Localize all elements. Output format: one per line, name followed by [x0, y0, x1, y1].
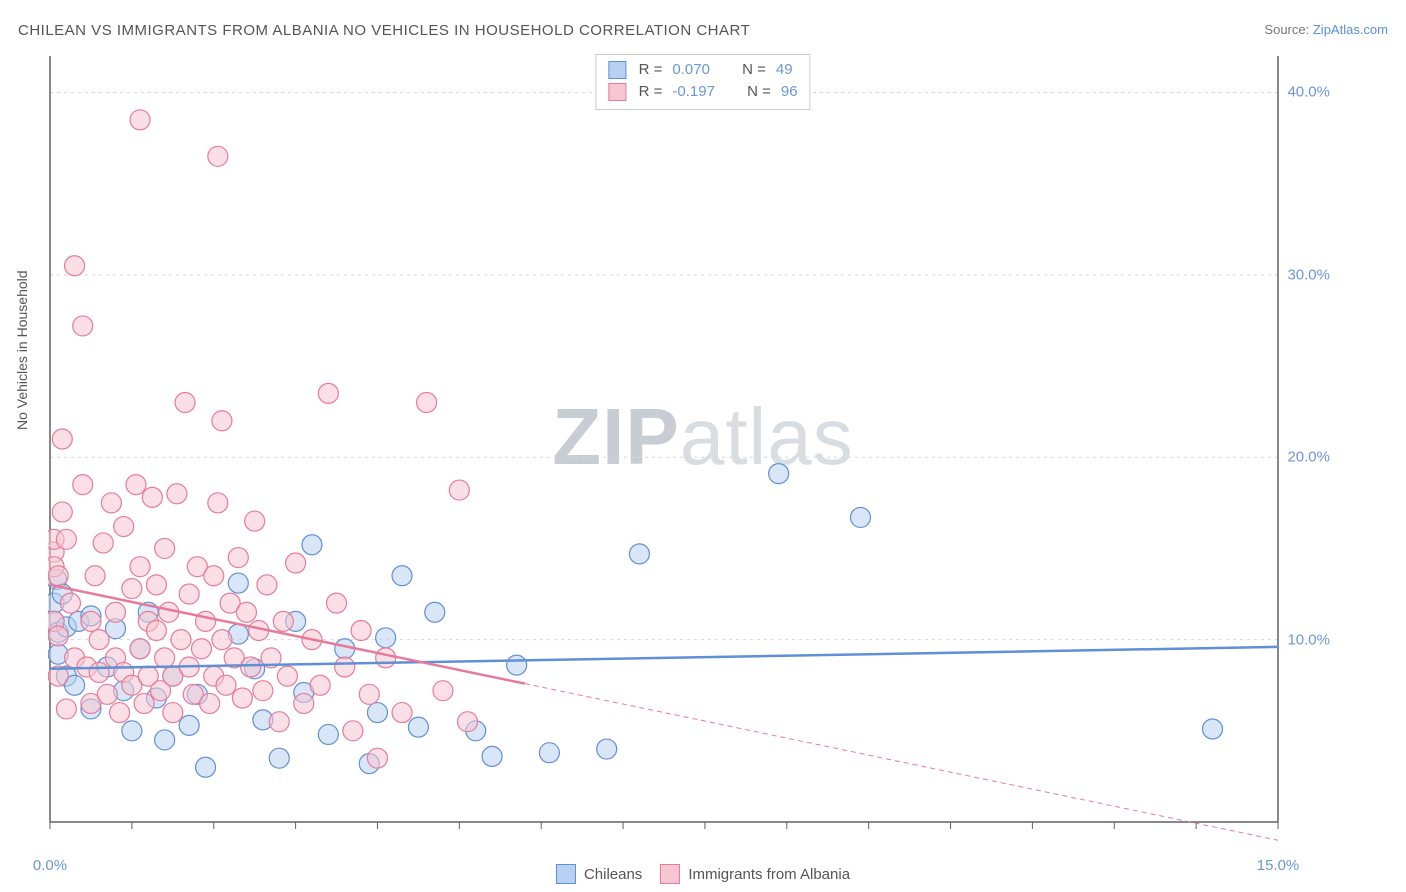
legend-item-albania: Immigrants from Albania: [660, 864, 850, 884]
x-tick-label: 0.0%: [33, 857, 67, 874]
y-tick-label: 20.0%: [1287, 449, 1330, 466]
legend-stats-row-1: R = 0.070 N = 49: [608, 59, 797, 81]
chart-title: CHILEAN VS IMMIGRANTS FROM ALBANIA NO VE…: [18, 22, 750, 39]
scatter-chart: 10.0%20.0%30.0%40.0% 0.0%15.0%: [48, 52, 1338, 852]
x-tick-label: 15.0%: [1257, 857, 1300, 874]
source-link[interactable]: ZipAtlas.com: [1313, 22, 1388, 37]
y-tick-label: 10.0%: [1287, 631, 1330, 648]
y-tick-label: 30.0%: [1287, 266, 1330, 283]
legend-item-chileans: Chileans: [556, 864, 642, 884]
chart-svg: [48, 52, 1338, 852]
legend-series: Chileans Immigrants from Albania: [556, 864, 850, 884]
source-prefix: Source:: [1264, 22, 1309, 37]
y-tick-label: 40.0%: [1287, 84, 1330, 101]
legend-swatch-chileans: [556, 864, 576, 884]
legend-stats-row-2: R = -0.197 N = 96: [608, 81, 797, 103]
legend-swatch-albania: [608, 83, 626, 101]
legend-stats: R = 0.070 N = 49 R = -0.197 N = 96: [595, 54, 810, 110]
y-axis-label: No Vehicles in Household: [14, 270, 30, 430]
source-label: Source: ZipAtlas.com: [1264, 22, 1388, 37]
legend-swatch-albania: [660, 864, 680, 884]
legend-swatch-chileans: [608, 61, 626, 79]
